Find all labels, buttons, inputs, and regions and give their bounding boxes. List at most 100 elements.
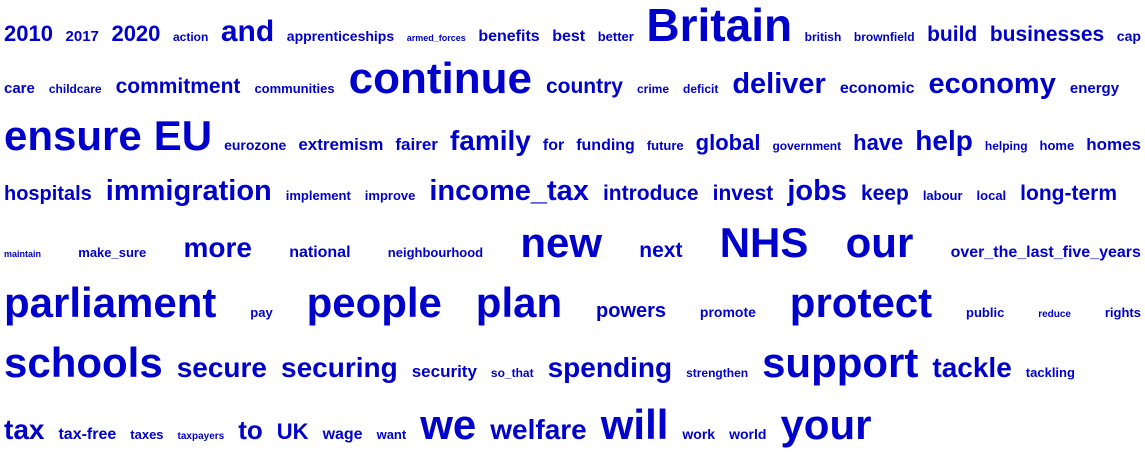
word-item: local bbox=[976, 188, 1007, 203]
word-item: welfare bbox=[490, 414, 587, 445]
word-item: tax-free bbox=[58, 426, 117, 443]
word-item: fairer bbox=[395, 135, 438, 154]
word-item: commitment bbox=[115, 75, 241, 98]
word-item: maintain bbox=[4, 249, 42, 259]
word-item: future bbox=[646, 138, 684, 153]
word-item: eurozone bbox=[224, 137, 287, 153]
word-item: over_the_last_five_years bbox=[950, 244, 1141, 261]
word-item: Britain bbox=[646, 0, 793, 51]
word-item: country bbox=[545, 75, 623, 98]
word-item: EU bbox=[153, 112, 213, 159]
word-item: taxes bbox=[130, 427, 164, 442]
word-item: national bbox=[289, 244, 351, 261]
word-item: immigration bbox=[105, 175, 272, 207]
word-item: brownfield bbox=[853, 30, 915, 44]
word-item: british bbox=[804, 30, 842, 44]
word-item: we bbox=[420, 401, 477, 448]
word-item: schools bbox=[4, 339, 163, 386]
word-item: more bbox=[183, 232, 252, 263]
word-item: communities bbox=[254, 81, 335, 96]
word-item: spending bbox=[547, 352, 673, 383]
word-item: 2017 bbox=[65, 28, 99, 45]
word-item: will bbox=[600, 401, 669, 448]
word-row-7: schools secure securing security so_that spen… bbox=[4, 342, 1141, 404]
word-row-8: tax tax-free taxes taxpayers to UK wage want we w… bbox=[4, 404, 1141, 466]
word-item: crime bbox=[636, 82, 669, 96]
word-item: our bbox=[845, 219, 914, 266]
word-row-3: ensure EU eurozone extremism fairer family for… bbox=[4, 115, 1141, 177]
word-item: powers bbox=[596, 300, 667, 322]
word-item: deliver bbox=[732, 68, 826, 100]
word-item: so_that bbox=[490, 366, 534, 380]
word-item: promote bbox=[699, 304, 756, 320]
word-item: government bbox=[772, 139, 842, 153]
word-item: protect bbox=[789, 279, 933, 326]
word-item: improve bbox=[364, 188, 416, 203]
word-item: homes bbox=[1086, 135, 1141, 154]
word-row-6: parliament pay people plan powers promote prot… bbox=[4, 282, 1141, 342]
word-item: secure bbox=[176, 352, 268, 383]
word-item: new bbox=[520, 219, 603, 266]
word-item: NHS bbox=[719, 219, 809, 266]
word-item: rights bbox=[1104, 305, 1141, 320]
word-item: best bbox=[552, 28, 586, 45]
word-item: next bbox=[639, 239, 683, 262]
word-item: make_sure bbox=[78, 245, 147, 260]
word-item: your bbox=[780, 401, 872, 448]
word-item: to bbox=[238, 415, 263, 445]
word-item: energy bbox=[1069, 80, 1120, 97]
word-item: ensure bbox=[4, 112, 142, 159]
word-row-2: care childcare commitment communities contin… bbox=[4, 57, 1141, 115]
word-row-1: 2010 2017 2020 action and apprenticeships arme… bbox=[4, 2, 1141, 57]
word-item: home bbox=[1039, 138, 1075, 153]
word-item: want bbox=[376, 427, 407, 442]
word-item: keep bbox=[860, 182, 909, 205]
word-item: long-term bbox=[1020, 182, 1117, 205]
word-item: labour bbox=[922, 188, 963, 203]
word-item: help bbox=[915, 125, 973, 156]
word-item: security bbox=[411, 362, 477, 381]
word-item: continue bbox=[348, 54, 532, 103]
word-item: hospitals bbox=[4, 183, 92, 205]
word-item: funding bbox=[576, 137, 635, 154]
word-item: reduce bbox=[1038, 309, 1071, 320]
word-item: world bbox=[729, 426, 767, 442]
word-item: helping bbox=[984, 139, 1028, 153]
word-row-4: hospitals immigration implement improve inco… bbox=[4, 177, 1141, 222]
word-item: taxpayers bbox=[177, 431, 225, 442]
word-item: support bbox=[762, 339, 919, 386]
word-item: work bbox=[682, 426, 716, 442]
word-item: have bbox=[853, 130, 904, 155]
word-item: deficit bbox=[683, 82, 719, 96]
word-item: neighbourhood bbox=[387, 245, 484, 260]
word-item: businesses bbox=[989, 23, 1105, 46]
word-row-5: maintain make_sure more national neighbourho… bbox=[4, 222, 1141, 282]
word-item: build bbox=[927, 23, 978, 46]
word-item: implement bbox=[285, 188, 351, 203]
word-item: parliament bbox=[4, 279, 217, 326]
word-item: armed_forces bbox=[406, 33, 466, 43]
word-item: tackle bbox=[932, 352, 1012, 383]
word-item: cap bbox=[1116, 28, 1141, 44]
word-item: childcare bbox=[48, 82, 102, 96]
word-item: jobs bbox=[787, 175, 847, 207]
word-item: securing bbox=[281, 352, 398, 383]
word-item: invest bbox=[712, 182, 774, 205]
word-item: and bbox=[220, 15, 275, 48]
word-item: strengthen bbox=[686, 366, 749, 380]
word-item: global bbox=[695, 130, 761, 155]
word-item: extremism bbox=[298, 135, 384, 154]
word-item: income_tax bbox=[429, 175, 589, 207]
word-item: action bbox=[172, 30, 209, 44]
word-item: care bbox=[4, 80, 35, 97]
word-item: wage bbox=[322, 426, 363, 443]
word-item: UK bbox=[276, 419, 309, 444]
word-item: pay bbox=[250, 305, 273, 320]
word-item: benefits bbox=[478, 28, 540, 45]
word-item: 2020 bbox=[111, 21, 161, 46]
word-item: apprenticeships bbox=[286, 28, 395, 44]
word-item: tackling bbox=[1025, 365, 1075, 380]
word-item: people bbox=[306, 279, 442, 326]
word-item: family bbox=[449, 125, 531, 156]
